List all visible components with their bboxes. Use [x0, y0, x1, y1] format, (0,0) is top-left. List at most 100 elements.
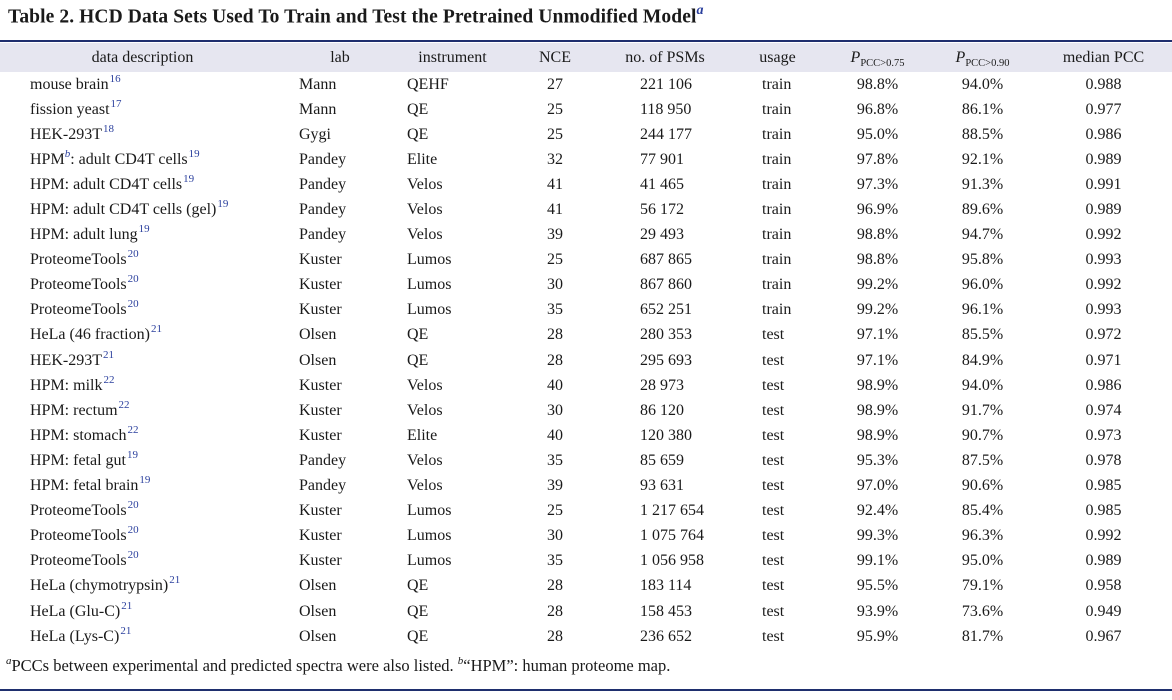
- citation-ref[interactable]: 19: [188, 147, 200, 160]
- cell-p75: 95.5%: [856, 577, 899, 595]
- desc-text: HPM: rectum: [30, 401, 118, 419]
- table-row: HPM: milk22 Kuster Velos 40 28 973 test 98.9% 9…: [0, 373, 1172, 398]
- cell-p90: 95.0%: [961, 552, 1004, 570]
- cell-median: 0.972: [1085, 326, 1122, 344]
- cell-lab: Kuster: [299, 276, 342, 294]
- cell-lab: Mann: [299, 100, 337, 118]
- citation-ref[interactable]: 19: [183, 172, 195, 185]
- cell-nce: 39: [547, 226, 563, 244]
- cell-p75: 96.9%: [856, 201, 899, 219]
- desc-text: HEK-293T: [30, 125, 102, 143]
- cell-usage: train: [762, 301, 792, 319]
- citation-ref[interactable]: 20: [127, 524, 139, 537]
- citation-ref[interactable]: 19: [127, 448, 138, 461]
- cell-p90: 84.9%: [961, 351, 1004, 369]
- cell-instrument: QE: [407, 577, 429, 595]
- cell-usage: train: [762, 125, 792, 143]
- cell-p90: 87.5%: [961, 451, 1004, 469]
- table-body: mouse brain16 Mann QEHF 27 221 106 train 98.8%…: [0, 72, 1172, 649]
- cell-desc: ProteomeTools20: [0, 499, 285, 524]
- cell-median: 0.986: [1085, 376, 1122, 394]
- cell-usage: test: [762, 477, 785, 495]
- cell-instrument: Lumos: [407, 552, 452, 570]
- citation-ref[interactable]: 20: [127, 248, 139, 261]
- cell-lab: Kuster: [299, 401, 342, 419]
- table-row: HPM: rectum22 Kuster Velos 30 86 120 test 98.9…: [0, 398, 1172, 423]
- cell-usage: test: [762, 602, 785, 620]
- citation-ref[interactable]: 19: [138, 223, 150, 236]
- citation-ref[interactable]: 20: [127, 298, 139, 311]
- desc-text: fission yeast: [30, 100, 110, 118]
- cell-desc: HPMb: adult CD4T cells19: [0, 147, 285, 172]
- citation-ref[interactable]: 19: [217, 198, 229, 211]
- citation-ref[interactable]: 21: [121, 599, 133, 612]
- table-row: mouse brain16 Mann QEHF 27 221 106 train 98.8%…: [0, 72, 1172, 97]
- cell-instrument: Elite: [407, 150, 438, 168]
- cell-desc: HPM: adult lung19: [0, 223, 285, 248]
- cell-psms: 295 693: [640, 351, 692, 369]
- cell-lab: Pandey: [299, 150, 347, 168]
- cell-median: 0.985: [1085, 502, 1122, 520]
- caption-footnote-mark[interactable]: a: [696, 3, 704, 18]
- table-row: HEK-293T21 Olsen QE 28 295 693 test 97.1% 84.9%…: [0, 348, 1172, 373]
- data-table: data description lab instrument NCE no. …: [0, 43, 1172, 649]
- citation-ref[interactable]: 22: [103, 373, 115, 386]
- cell-desc: HEK-293T18: [0, 122, 285, 147]
- cell-desc: ProteomeTools20: [0, 298, 285, 323]
- table-row: HeLa (Lys-C)21 Olsen QE 28 236 652 test 95.9% 8…: [0, 624, 1172, 649]
- cell-desc: HPM: adult CD4T cells (gel)19: [0, 197, 285, 222]
- citation-ref[interactable]: 20: [127, 273, 139, 286]
- cell-p75: 98.8%: [856, 226, 899, 244]
- desc-text: HPM: stomach: [30, 426, 127, 444]
- cell-nce: 40: [547, 426, 563, 444]
- citation-ref[interactable]: 20: [127, 499, 139, 512]
- cell-psms: 86 120: [640, 401, 684, 419]
- desc-text: HeLa (Lys-C): [30, 627, 120, 645]
- citation-ref[interactable]: 22: [127, 423, 139, 436]
- cell-usage: test: [762, 577, 785, 595]
- cell-psms: 77 901: [640, 150, 684, 168]
- cell-usage: train: [762, 276, 792, 294]
- desc-text: HeLa (chymotrypsin): [30, 577, 169, 595]
- cell-p90: 91.7%: [961, 401, 1004, 419]
- cell-psms: 158 453: [640, 602, 692, 620]
- cell-nce: 25: [547, 100, 563, 118]
- table-row: ProteomeTools20 Kuster Lumos 35 1 056 958 tes…: [0, 549, 1172, 574]
- citation-ref[interactable]: 18: [102, 122, 114, 135]
- desc-text: HPM: milk: [30, 376, 103, 394]
- cell-psms: 1 217 654: [640, 502, 704, 520]
- cell-nce: 28: [547, 351, 563, 369]
- cell-psms: 1 075 764: [640, 527, 704, 545]
- cell-median: 0.991: [1085, 175, 1122, 193]
- citation-ref[interactable]: 21: [120, 624, 132, 637]
- cell-lab: Mann: [299, 75, 337, 93]
- cell-p90: 90.6%: [961, 477, 1004, 495]
- footnote-b-mark: b: [457, 655, 464, 667]
- cell-p75: 98.8%: [856, 75, 899, 93]
- desc-text: ProteomeTools: [30, 251, 127, 269]
- citation-ref[interactable]: 20: [127, 549, 139, 562]
- cell-median: 0.971: [1085, 351, 1122, 369]
- table-row: HEK-293T18 Gygi QE 25 244 177 train 95.0% 88.5%…: [0, 122, 1172, 147]
- cell-lab: Olsen: [299, 602, 337, 620]
- cell-instrument: Velos: [407, 201, 443, 219]
- citation-ref[interactable]: 19: [139, 474, 151, 487]
- desc-text: HeLa (Glu-C): [30, 602, 121, 620]
- cell-nce: 28: [547, 602, 563, 620]
- cell-usage: test: [762, 351, 785, 369]
- cell-psms: 236 652: [640, 627, 692, 645]
- cell-desc: HPM: rectum22: [0, 398, 285, 423]
- cell-usage: test: [762, 627, 785, 645]
- citation-ref[interactable]: 21: [102, 348, 114, 361]
- cell-nce: 25: [547, 251, 563, 269]
- citation-ref[interactable]: 16: [109, 72, 121, 85]
- cell-p75: 97.8%: [856, 150, 899, 168]
- footnote-b-ref[interactable]: b: [64, 147, 71, 160]
- citation-ref[interactable]: 22: [118, 398, 130, 411]
- cell-p75: 97.0%: [856, 477, 899, 495]
- citation-ref[interactable]: 21: [150, 323, 162, 336]
- cell-lab: Gygi: [299, 125, 331, 143]
- citation-ref[interactable]: 21: [169, 574, 181, 587]
- citation-ref[interactable]: 17: [110, 97, 122, 110]
- cell-usage: train: [762, 75, 792, 93]
